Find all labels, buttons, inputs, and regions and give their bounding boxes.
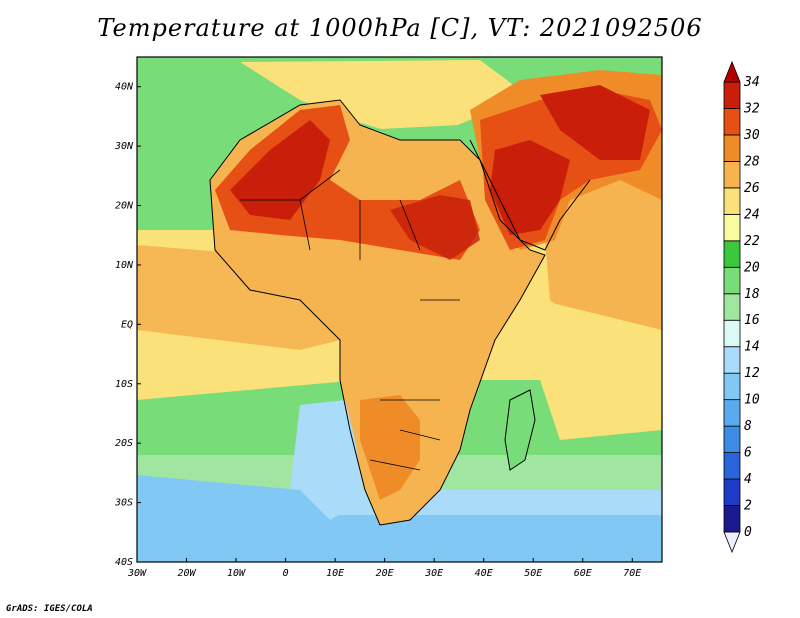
colorbar-label: 6: [744, 446, 752, 461]
field-iran-extreme: [540, 85, 650, 160]
y-tick-label: 30N: [114, 141, 134, 152]
plot-frame: [136, 56, 663, 563]
colorbar-segment: [723, 505, 741, 533]
x-axis-labels: 30W 20W 10W 0 10E 20E 30E 40E 50E 60E 70E: [127, 568, 641, 579]
x-tick-label: 10W: [227, 568, 246, 579]
colorbar-label: 4: [744, 472, 752, 487]
x-tick-label: 30W: [127, 568, 147, 579]
field-indian-ocean-pale: [540, 300, 662, 440]
colorbar-segment: [723, 372, 741, 401]
x-tick-label: 0: [283, 568, 289, 579]
field-benguela-cool: [290, 400, 365, 520]
colorbar-label: 16: [744, 313, 760, 328]
colorbar-label: 2: [744, 499, 752, 514]
field-arabia-extreme: [490, 140, 570, 235]
colorbar-segment: [723, 425, 741, 453]
x-tick-label: 20E: [376, 568, 394, 579]
y-tick-label: 40S: [115, 557, 133, 568]
y-tick-label: 30S: [114, 498, 133, 509]
country-borders: [240, 169, 460, 471]
colorbar-arrow-bottom: [723, 531, 741, 554]
y-axis-labels: 40S 30S 20S 10S EQ 10N 20N 30N 40N: [114, 82, 134, 568]
colorbar-label: 0: [744, 525, 752, 540]
x-tick-label: 20W: [177, 568, 196, 579]
y-tick-label: 40N: [115, 82, 134, 93]
x-tick-label: 30E: [424, 568, 443, 579]
field-southern-hot: [360, 395, 420, 500]
colorbar-label: 8: [744, 419, 752, 434]
colorbar-label: 20: [744, 260, 760, 275]
field-atlantic-pale: [137, 330, 360, 400]
colorbar-segment: [723, 346, 741, 374]
colorbar-arrow-top: [723, 60, 741, 83]
field-sahara-extreme: [230, 120, 330, 220]
y-tick-label: 20S: [115, 438, 133, 449]
colorbar-segment: [723, 293, 741, 321]
field-gulf-warm: [137, 245, 340, 350]
y-tick-label: 10N: [115, 260, 134, 271]
x-tick-label: 40E: [475, 568, 493, 579]
axis-ticks: [136, 86, 633, 563]
colorbar-label: 14: [744, 340, 760, 355]
colorbar-label: 32: [743, 101, 760, 116]
colorbar-label: 30: [743, 128, 760, 143]
x-tick-label: 10E: [326, 568, 344, 579]
field-europe: [240, 60, 520, 140]
colorbar-segment: [723, 187, 741, 215]
coastlines: [209, 99, 591, 526]
colorbar-label: 18: [744, 287, 760, 302]
field-benguela-cold: [137, 475, 330, 545]
field-sudan-hot: [390, 195, 480, 260]
colorbar-label: 10: [744, 393, 760, 408]
x-tick-label: 70E: [623, 568, 641, 579]
colorbar-segment: [723, 134, 741, 162]
temperature-field: [137, 57, 662, 562]
madagascar-coastline: [504, 389, 536, 471]
colorbar-segment: [723, 266, 741, 295]
colorbar-label: 22: [744, 234, 760, 249]
colorbar-label: 26: [744, 181, 760, 196]
field-central-africa: [360, 280, 470, 400]
colorbar-segment: [723, 161, 741, 189]
credit-text: GrADS: IGES/COLA: [6, 604, 93, 614]
africa-coastline: [209, 99, 546, 526]
colorbar-segment: [723, 81, 741, 109]
colorbar-label: 12: [744, 366, 760, 381]
x-tick-label: 50E: [524, 568, 542, 579]
y-tick-label: EQ: [121, 319, 133, 330]
colorbar-segment: [723, 240, 741, 268]
colorbar-segment: [723, 108, 741, 136]
x-tick-label: 60E: [574, 568, 592, 579]
colorbar-segment: [723, 213, 741, 242]
colorbar: [723, 60, 741, 554]
map-title: Temperature at 1000hPa [C], VT: 20210925…: [97, 14, 703, 42]
y-tick-label: 10S: [115, 379, 133, 390]
colorbar-segment: [723, 478, 741, 506]
colorbar-segment: [723, 319, 741, 348]
field-indian-ocean: [540, 160, 662, 340]
colorbar-segment: [723, 399, 741, 427]
colorbar-label: 24: [744, 207, 760, 222]
colorbar-label: 28: [744, 154, 760, 169]
field-atlantic-north: [137, 57, 250, 160]
arabia-coastline: [469, 139, 591, 251]
colorbar-label: 34: [743, 75, 760, 90]
y-tick-label: 20N: [115, 201, 134, 212]
colorbar-segment: [723, 452, 741, 480]
